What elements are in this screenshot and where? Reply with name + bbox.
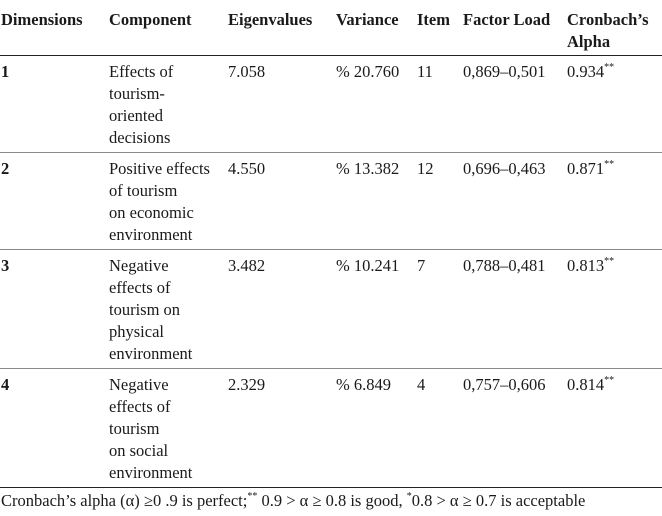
component-line: oriented <box>109 106 164 125</box>
header-eigenvalues: Eigenvalues <box>227 0 335 56</box>
component-cell: Positive effects of tourism on economic … <box>108 152 227 250</box>
table-row: 1 Effects of tourism- oriented decisions… <box>0 55 662 153</box>
component-line: Positive effects <box>109 159 210 178</box>
significance-mark: ** <box>604 255 615 267</box>
table-row: 4 Negative effects of tourism on social … <box>0 368 662 488</box>
factor-analysis-table: Dimensions Component Eigenvalues Varianc… <box>0 0 662 488</box>
variance-cell: % 20.760 <box>335 55 416 153</box>
alpha-value: 0.813 <box>567 256 605 275</box>
component-line: tourism on <box>109 300 181 319</box>
component-line: environment <box>109 225 193 244</box>
header-component: Component <box>108 0 227 56</box>
component-line: Effects of <box>109 62 174 81</box>
significance-mark: ** <box>604 374 615 386</box>
alpha-cell: 0.934** <box>566 55 662 153</box>
component-line: effects of <box>109 397 171 416</box>
item-cell: 7 <box>416 249 462 369</box>
component-line: physical <box>109 322 164 341</box>
table-row: 3 Negative effects of tourism on physica… <box>0 249 662 369</box>
component-line: tourism <box>109 419 160 438</box>
component-line: environment <box>109 463 193 482</box>
item-cell: 12 <box>416 152 462 250</box>
eigenvalue-cell: 4.550 <box>227 152 335 250</box>
factor-load-cell: 0,696–0,463 <box>462 152 566 250</box>
table-row: 2 Positive effects of tourism on economi… <box>0 152 662 250</box>
factor-load-cell: 0,757–0,606 <box>462 368 566 488</box>
alpha-cell: 0.871** <box>566 152 662 250</box>
dimension-cell: 4 <box>0 368 108 488</box>
component-line: tourism- <box>109 84 165 103</box>
dimension-cell: 3 <box>0 249 108 369</box>
component-line: on economic <box>109 203 194 222</box>
component-line: on social <box>109 441 169 460</box>
footnote-text-part1: Cronbach’s alpha (α) ≥0 .9 is perfect; <box>1 491 248 510</box>
factor-analysis-table-container: Dimensions Component Eigenvalues Varianc… <box>0 0 662 488</box>
item-cell: 4 <box>416 368 462 488</box>
factor-load-cell: 0,788–0,481 <box>462 249 566 369</box>
component-cell: Negative effects of tourism on physical … <box>108 249 227 369</box>
header-cronbachs-alpha: Cronbach’s Alpha <box>566 0 662 56</box>
alpha-cell: 0.813** <box>566 249 662 369</box>
eigenvalue-cell: 7.058 <box>227 55 335 153</box>
alpha-value: 0.814 <box>567 375 605 394</box>
variance-cell: % 10.241 <box>335 249 416 369</box>
header-variance: Variance <box>335 0 416 56</box>
alpha-value: 0.934 <box>567 62 605 81</box>
variance-cell: % 6.849 <box>335 368 416 488</box>
alpha-cell: 0.814** <box>566 368 662 488</box>
footnote-text-part3: 0.8 > α ≥ 0.7 is acceptable <box>411 491 586 510</box>
component-cell: Negative effects of tourism on social en… <box>108 368 227 488</box>
variance-cell: % 13.382 <box>335 152 416 250</box>
footnote-text-part2: 0.9 > α ≥ 0.8 is good, <box>257 491 407 510</box>
eigenvalue-cell: 3.482 <box>227 249 335 369</box>
eigenvalue-cell: 2.329 <box>227 368 335 488</box>
factor-load-cell: 0,869–0,501 <box>462 55 566 153</box>
header-factor-load: Factor Load <box>462 0 566 56</box>
component-cell: Effects of tourism- oriented decisions <box>108 55 227 153</box>
component-line: Negative <box>109 256 169 275</box>
component-line: environment <box>109 344 193 363</box>
dimension-cell: 2 <box>0 152 108 250</box>
significance-mark: ** <box>604 158 615 170</box>
header-item: Item <box>416 0 462 56</box>
component-line: Negative <box>109 375 169 394</box>
dimension-cell: 1 <box>0 55 108 153</box>
component-line: of tourism <box>109 181 178 200</box>
component-line: decisions <box>109 128 171 147</box>
item-cell: 11 <box>416 55 462 153</box>
significance-mark: ** <box>604 61 615 73</box>
table-footnote: Cronbach’s alpha (α) ≥0 .9 is perfect;**… <box>1 490 585 512</box>
component-line: effects of <box>109 278 171 297</box>
table-header-row: Dimensions Component Eigenvalues Varianc… <box>0 0 662 56</box>
alpha-value: 0.871 <box>567 159 605 178</box>
footnote-mark-single: * <box>406 490 412 502</box>
header-dimensions: Dimensions <box>0 0 108 56</box>
footnote-mark-double: ** <box>247 490 258 502</box>
